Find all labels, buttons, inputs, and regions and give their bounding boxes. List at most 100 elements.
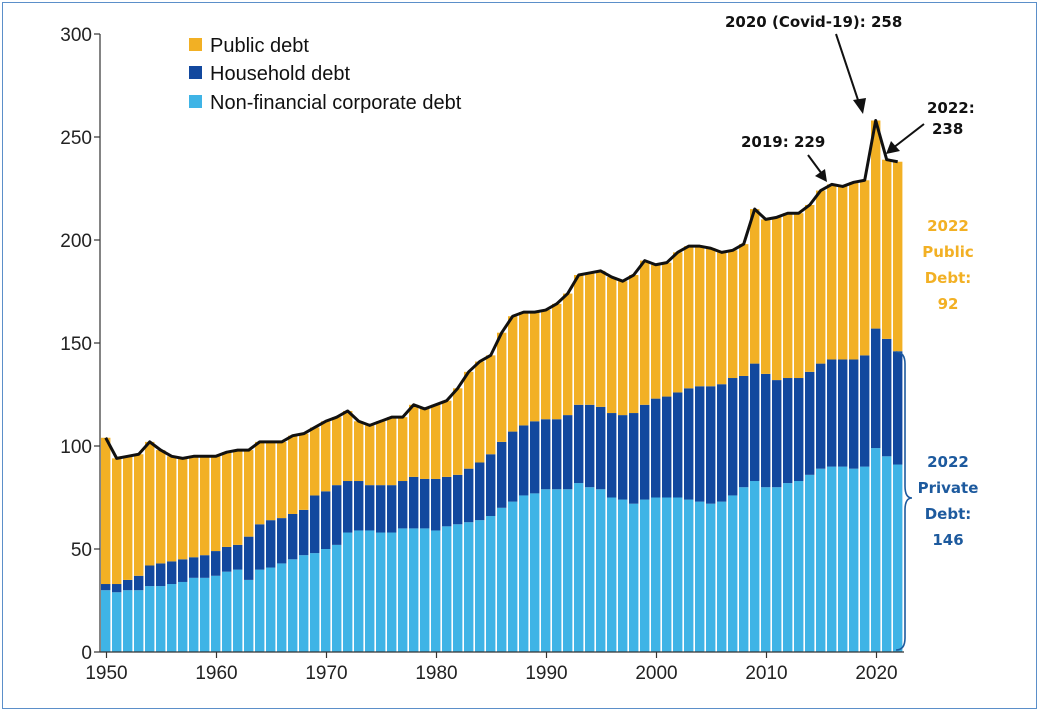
- bar-segment-2019-series-1: [860, 355, 870, 467]
- arrow-covid-head: [853, 98, 866, 114]
- x-tick-label-1980: 1980: [415, 663, 457, 684]
- bar-segment-2009-series-0: [750, 481, 760, 652]
- bar-segment-1990-series-2: [541, 310, 551, 420]
- x-ticks-group: 1950 1960 1970 1980 1990 2000 2010 2020: [85, 652, 898, 684]
- bar-segment-1989-series-0: [530, 493, 540, 652]
- bar-segment-2005-series-2: [706, 248, 716, 387]
- bar-segment-1955-series-0: [156, 586, 166, 652]
- bar-segment-2000-series-2: [651, 264, 661, 399]
- y-tick-label-100: 100: [60, 437, 92, 458]
- bar-segment-1960-series-1: [211, 551, 221, 576]
- bar-segment-2016-series-0: [827, 466, 837, 652]
- bar-segment-1958-series-0: [189, 577, 199, 652]
- side-private-line-1: 2022: [927, 453, 969, 471]
- bar-segment-1981-series-0: [442, 526, 452, 652]
- bar-segment-2004-series-1: [695, 386, 705, 502]
- bar-segment-1980-series-2: [431, 404, 441, 479]
- legend-swatch-public: [189, 38, 202, 51]
- bar-segment-1960-series-0: [211, 575, 221, 652]
- annotations: 2020 (Covid-19): 258 2019: 229 2022: 238: [725, 13, 975, 182]
- x-tick-label-2000: 2000: [635, 663, 677, 684]
- bar-segment-1952-series-2: [123, 456, 133, 580]
- bar-segment-1985-series-2: [486, 355, 496, 455]
- bar-segment-1975-series-0: [376, 532, 386, 652]
- bar-segment-1987-series-1: [508, 431, 518, 502]
- bar-segment-1952-series-1: [123, 579, 133, 591]
- bar-segment-2001-series-2: [662, 262, 672, 397]
- bar-segment-1968-series-0: [299, 555, 309, 652]
- bar-segment-1954-series-0: [145, 586, 155, 652]
- bar-segment-2021-series-0: [882, 456, 892, 652]
- bar-segment-1977-series-1: [398, 481, 408, 529]
- bar-segment-1989-series-2: [530, 312, 540, 422]
- bar-segment-1952-series-0: [123, 590, 133, 652]
- bar-segment-1974-series-0: [365, 530, 375, 652]
- bar-segment-1953-series-1: [134, 575, 144, 591]
- legend-label-corporate: Non-financial corporate debt: [210, 92, 462, 114]
- bar-segment-2017-series-2: [838, 186, 848, 360]
- bar-segment-1969-series-2: [310, 427, 320, 496]
- y-tick-label-150: 150: [60, 334, 92, 355]
- arrow-2019-head: [815, 169, 827, 182]
- bar-segment-1983-series-1: [464, 468, 474, 523]
- bar-segment-2016-series-1: [827, 359, 837, 467]
- y-tick-label-200: 200: [60, 231, 92, 252]
- side-public-line-4: 92: [938, 295, 959, 313]
- annotation-2022-line2: 238: [932, 120, 963, 138]
- bar-segment-1969-series-1: [310, 495, 320, 554]
- bar-segment-1972-series-1: [343, 481, 353, 533]
- private-debt-brace: [895, 351, 913, 651]
- bar-segment-1979-series-2: [420, 408, 430, 479]
- bar-segment-2010-series-0: [761, 487, 771, 652]
- side-private-line-4: 146: [932, 531, 963, 549]
- bar-segment-1959-series-1: [200, 555, 210, 578]
- bar-segment-2009-series-1: [750, 363, 760, 482]
- bar-segment-1966-series-1: [277, 518, 287, 564]
- bar-segment-1957-series-0: [178, 581, 188, 652]
- bar-segment-1964-series-2: [255, 441, 265, 525]
- y-tick-label-0: 0: [81, 643, 92, 664]
- bar-segment-1991-series-1: [552, 419, 562, 490]
- bar-segment-1970-series-0: [321, 549, 331, 652]
- legend-swatch-corporate: [189, 95, 202, 108]
- bar-segment-2006-series-2: [717, 252, 727, 385]
- bar-segment-2020-series-2: [871, 120, 881, 329]
- bar-segment-1950-series-2: [101, 437, 111, 585]
- bar-segment-1967-series-0: [288, 559, 298, 652]
- bar-segment-1986-series-1: [497, 441, 507, 508]
- bar-segment-1978-series-2: [409, 404, 419, 477]
- bar-segment-2011-series-0: [772, 487, 782, 652]
- bar-segment-2010-series-2: [761, 219, 771, 374]
- bar-segment-2007-series-2: [728, 250, 738, 379]
- bar-segment-1996-series-0: [607, 497, 617, 652]
- bar-segment-1979-series-0: [420, 528, 430, 652]
- bar-segment-2014-series-1: [805, 371, 815, 475]
- y-tick-label-50: 50: [71, 540, 92, 561]
- bar-segment-1967-series-2: [288, 435, 298, 514]
- bar-segment-1999-series-2: [640, 260, 650, 405]
- x-tick-label-2020: 2020: [855, 663, 897, 684]
- bar-segment-2012-series-1: [783, 378, 793, 484]
- bar-segment-1983-series-0: [464, 522, 474, 652]
- bar-segment-2016-series-2: [827, 184, 837, 360]
- bar-segment-1988-series-2: [519, 312, 529, 426]
- bar-segment-1996-series-1: [607, 413, 617, 498]
- bar-segment-2008-series-0: [739, 487, 749, 652]
- bar-segment-1992-series-1: [563, 415, 573, 490]
- bar-segment-1961-series-2: [222, 452, 232, 547]
- bar-segment-1984-series-2: [475, 361, 485, 463]
- bar-segment-1957-series-2: [178, 458, 188, 560]
- bar-segment-1953-series-2: [134, 454, 144, 576]
- bar-segment-1951-series-0: [112, 592, 122, 652]
- bar-segment-2021-series-1: [882, 338, 892, 457]
- bar-segment-1950-series-1: [101, 584, 111, 591]
- side-public-line-2: Public: [922, 243, 974, 261]
- bar-segment-1985-series-0: [486, 516, 496, 652]
- bar-segment-2001-series-1: [662, 396, 672, 498]
- annotation-2022-line1: 2022:: [927, 99, 975, 117]
- bar-segment-1964-series-1: [255, 524, 265, 570]
- arrow-covid-line: [835, 33, 861, 107]
- bar-segment-1993-series-2: [574, 275, 584, 405]
- bar-segment-1973-series-1: [354, 481, 364, 531]
- bar-segment-1982-series-1: [453, 474, 463, 525]
